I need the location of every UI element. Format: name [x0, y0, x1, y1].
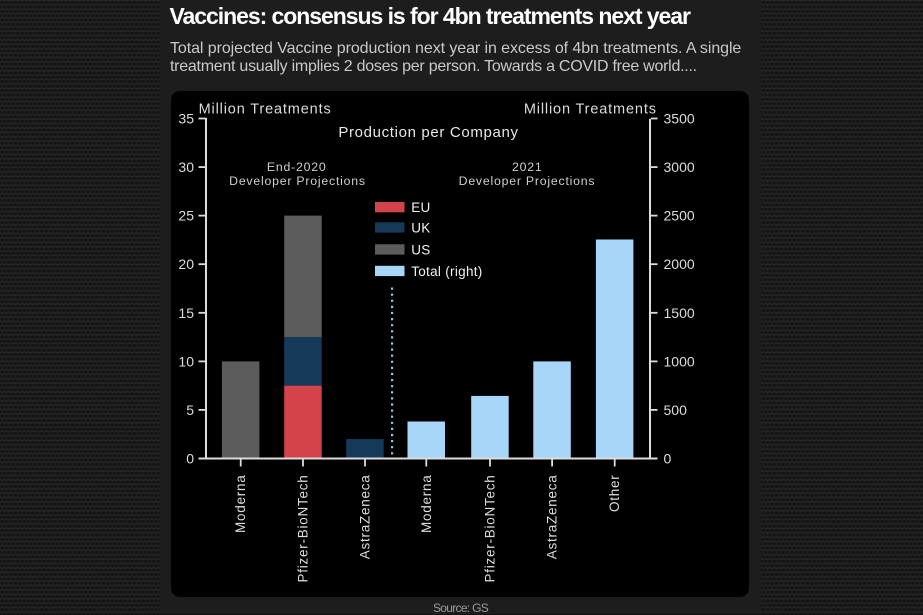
svg-text:1000: 1000 [663, 353, 694, 369]
svg-text:2021: 2021 [512, 160, 542, 174]
svg-text:Total (right): Total (right) [411, 264, 482, 279]
svg-text:3500: 3500 [663, 111, 694, 127]
svg-text:3000: 3000 [663, 159, 694, 175]
svg-text:AstraZeneca: AstraZeneca [544, 475, 559, 560]
svg-text:10: 10 [178, 353, 194, 369]
svg-text:Developer Projections: Developer Projections [229, 174, 366, 188]
svg-text:25: 25 [178, 208, 194, 224]
svg-text:AstraZeneca: AstraZeneca [357, 475, 372, 560]
svg-text:UK: UK [411, 220, 430, 235]
svg-text:Moderna: Moderna [418, 475, 433, 534]
svg-text:Moderna: Moderna [233, 475, 248, 534]
svg-text:Pfizer-BioNTech: Pfizer-BioNTech [482, 475, 497, 583]
svg-text:500: 500 [663, 402, 687, 418]
svg-text:Million Treatments: Million Treatments [198, 101, 331, 117]
svg-text:Developer Projections: Developer Projections [458, 174, 595, 188]
svg-text:0: 0 [186, 451, 194, 467]
svg-text:2500: 2500 [663, 208, 694, 224]
svg-text:5: 5 [186, 402, 194, 418]
svg-text:Production per Company: Production per Company [338, 124, 518, 141]
svg-text:Pfizer-BioNTech: Pfizer-BioNTech [295, 475, 310, 583]
svg-text:US: US [411, 242, 430, 257]
svg-text:30: 30 [178, 159, 194, 175]
svg-text:0: 0 [663, 451, 671, 467]
svg-text:20: 20 [178, 256, 194, 272]
svg-text:EU: EU [411, 200, 430, 215]
svg-text:2000: 2000 [663, 256, 694, 272]
svg-text:Other: Other [607, 475, 622, 513]
svg-text:35: 35 [178, 111, 194, 127]
svg-text:15: 15 [178, 305, 194, 321]
svg-text:Million Treatments: Million Treatments [523, 101, 656, 117]
svg-text:End-2020: End-2020 [266, 160, 326, 174]
svg-text:1500: 1500 [663, 305, 694, 321]
